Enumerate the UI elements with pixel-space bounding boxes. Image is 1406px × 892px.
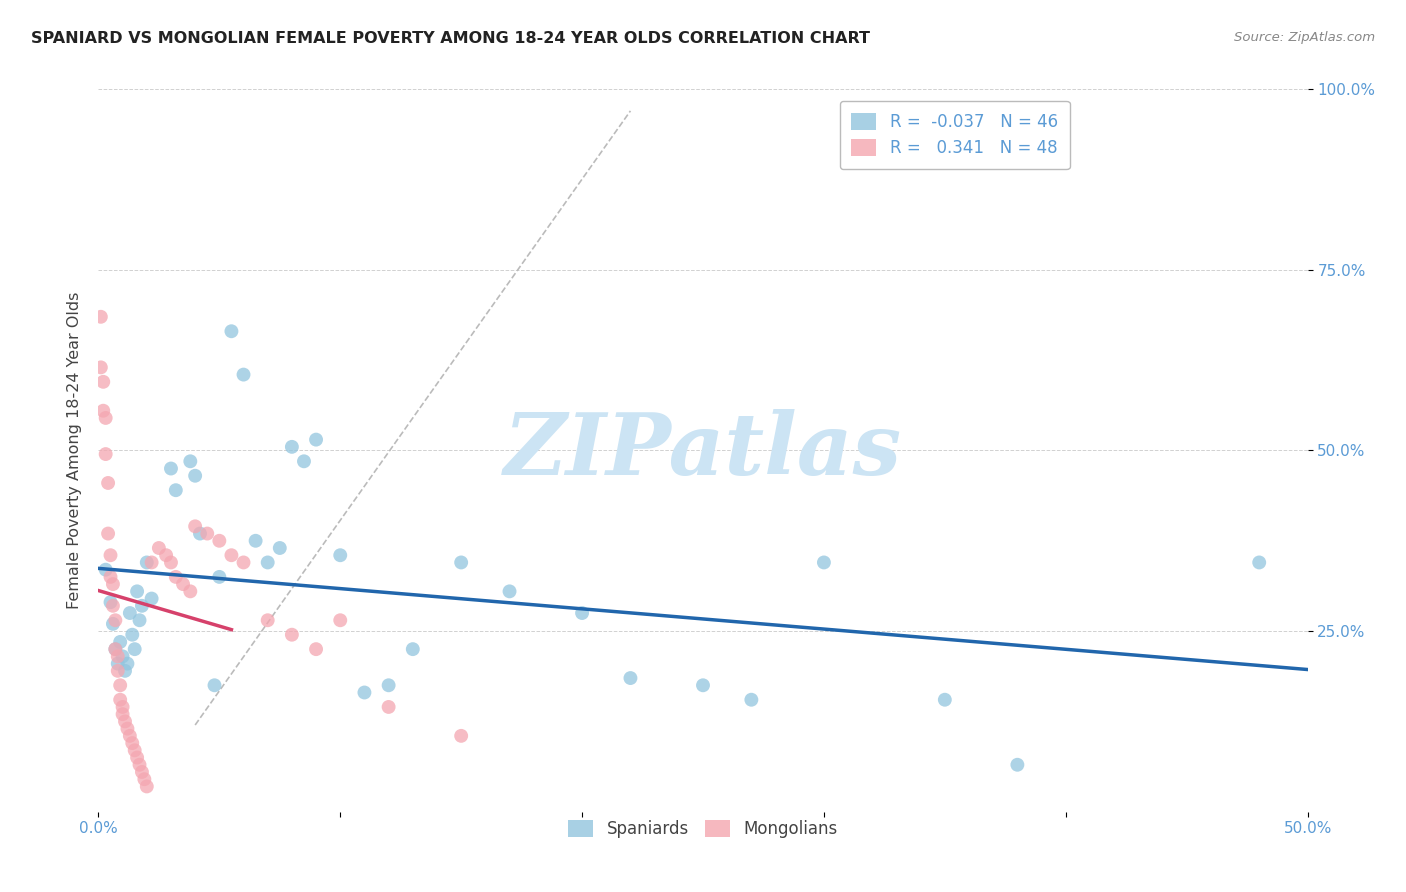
Point	[107, 649, 129, 664]
Point	[131, 599, 153, 613]
Text: SPANIARD VS MONGOLIAN FEMALE POVERTY AMONG 18-24 YEAR OLDS CORRELATION CHART: SPANIARD VS MONGOLIAN FEMALE POVERTY AMO…	[31, 31, 870, 46]
Point	[813, 556, 835, 570]
Point	[97, 475, 120, 490]
Point	[128, 613, 150, 627]
Point	[141, 556, 163, 570]
Point	[740, 692, 762, 706]
Point	[179, 454, 201, 468]
Point	[127, 584, 149, 599]
Point	[111, 649, 134, 664]
Point	[281, 440, 304, 454]
Point	[117, 722, 139, 736]
Point	[108, 678, 131, 692]
Point	[329, 613, 352, 627]
Point	[256, 613, 278, 627]
Point	[450, 729, 472, 743]
Point	[184, 519, 207, 533]
Point	[101, 577, 124, 591]
Point	[377, 700, 399, 714]
Point	[269, 541, 291, 555]
Point	[281, 628, 304, 642]
Point	[135, 556, 157, 570]
Point	[135, 780, 157, 794]
Point	[108, 692, 131, 706]
Point	[179, 584, 201, 599]
Point	[571, 606, 593, 620]
Point	[232, 556, 254, 570]
Point	[124, 642, 146, 657]
Point	[402, 642, 425, 657]
Point	[118, 606, 141, 620]
Point	[148, 541, 170, 555]
Point	[184, 468, 207, 483]
Point	[90, 360, 112, 375]
Point	[692, 678, 714, 692]
Point	[134, 772, 156, 787]
Point	[114, 664, 136, 678]
Text: ZIPatlas: ZIPatlas	[503, 409, 903, 492]
Point	[94, 411, 117, 425]
Point	[114, 714, 136, 729]
Point	[118, 729, 141, 743]
Point	[101, 616, 124, 631]
Point	[256, 556, 278, 570]
Point	[121, 628, 143, 642]
Point	[221, 548, 243, 562]
Point	[91, 403, 114, 417]
Point	[934, 692, 956, 706]
Point	[1249, 556, 1271, 570]
Point	[188, 526, 211, 541]
Point	[165, 570, 187, 584]
Point	[232, 368, 254, 382]
Point	[104, 642, 127, 657]
Point	[91, 375, 114, 389]
Point	[377, 678, 399, 692]
Point	[97, 526, 120, 541]
Point	[353, 685, 375, 699]
Point	[108, 635, 131, 649]
Point	[305, 642, 328, 657]
Point	[127, 750, 149, 764]
Point	[94, 563, 117, 577]
Point	[450, 556, 472, 570]
Point	[329, 548, 352, 562]
Point	[128, 757, 150, 772]
Point	[204, 678, 226, 692]
Point	[245, 533, 267, 548]
Point	[121, 736, 143, 750]
Point	[160, 556, 183, 570]
Point	[1007, 757, 1029, 772]
Point	[104, 642, 127, 657]
Legend: Spaniards, Mongolians: Spaniards, Mongolians	[560, 812, 846, 847]
Point	[208, 570, 231, 584]
Point	[221, 324, 243, 338]
Point	[155, 548, 177, 562]
Point	[111, 700, 134, 714]
Point	[111, 707, 134, 722]
Point	[292, 454, 315, 468]
Point	[100, 570, 122, 584]
Point	[104, 613, 127, 627]
Point	[100, 548, 122, 562]
Point	[117, 657, 139, 671]
Point	[305, 433, 328, 447]
Point	[498, 584, 520, 599]
Point	[100, 595, 122, 609]
Point	[107, 664, 129, 678]
Y-axis label: Female Poverty Among 18-24 Year Olds: Female Poverty Among 18-24 Year Olds	[66, 292, 82, 609]
Point	[165, 483, 187, 498]
Point	[160, 461, 183, 475]
Point	[208, 533, 231, 548]
Point	[94, 447, 117, 461]
Point	[172, 577, 194, 591]
Point	[619, 671, 641, 685]
Point	[131, 764, 153, 779]
Point	[195, 526, 218, 541]
Point	[141, 591, 163, 606]
Text: Source: ZipAtlas.com: Source: ZipAtlas.com	[1234, 31, 1375, 45]
Point	[107, 657, 129, 671]
Point	[90, 310, 112, 324]
Point	[124, 743, 146, 757]
Point	[101, 599, 124, 613]
